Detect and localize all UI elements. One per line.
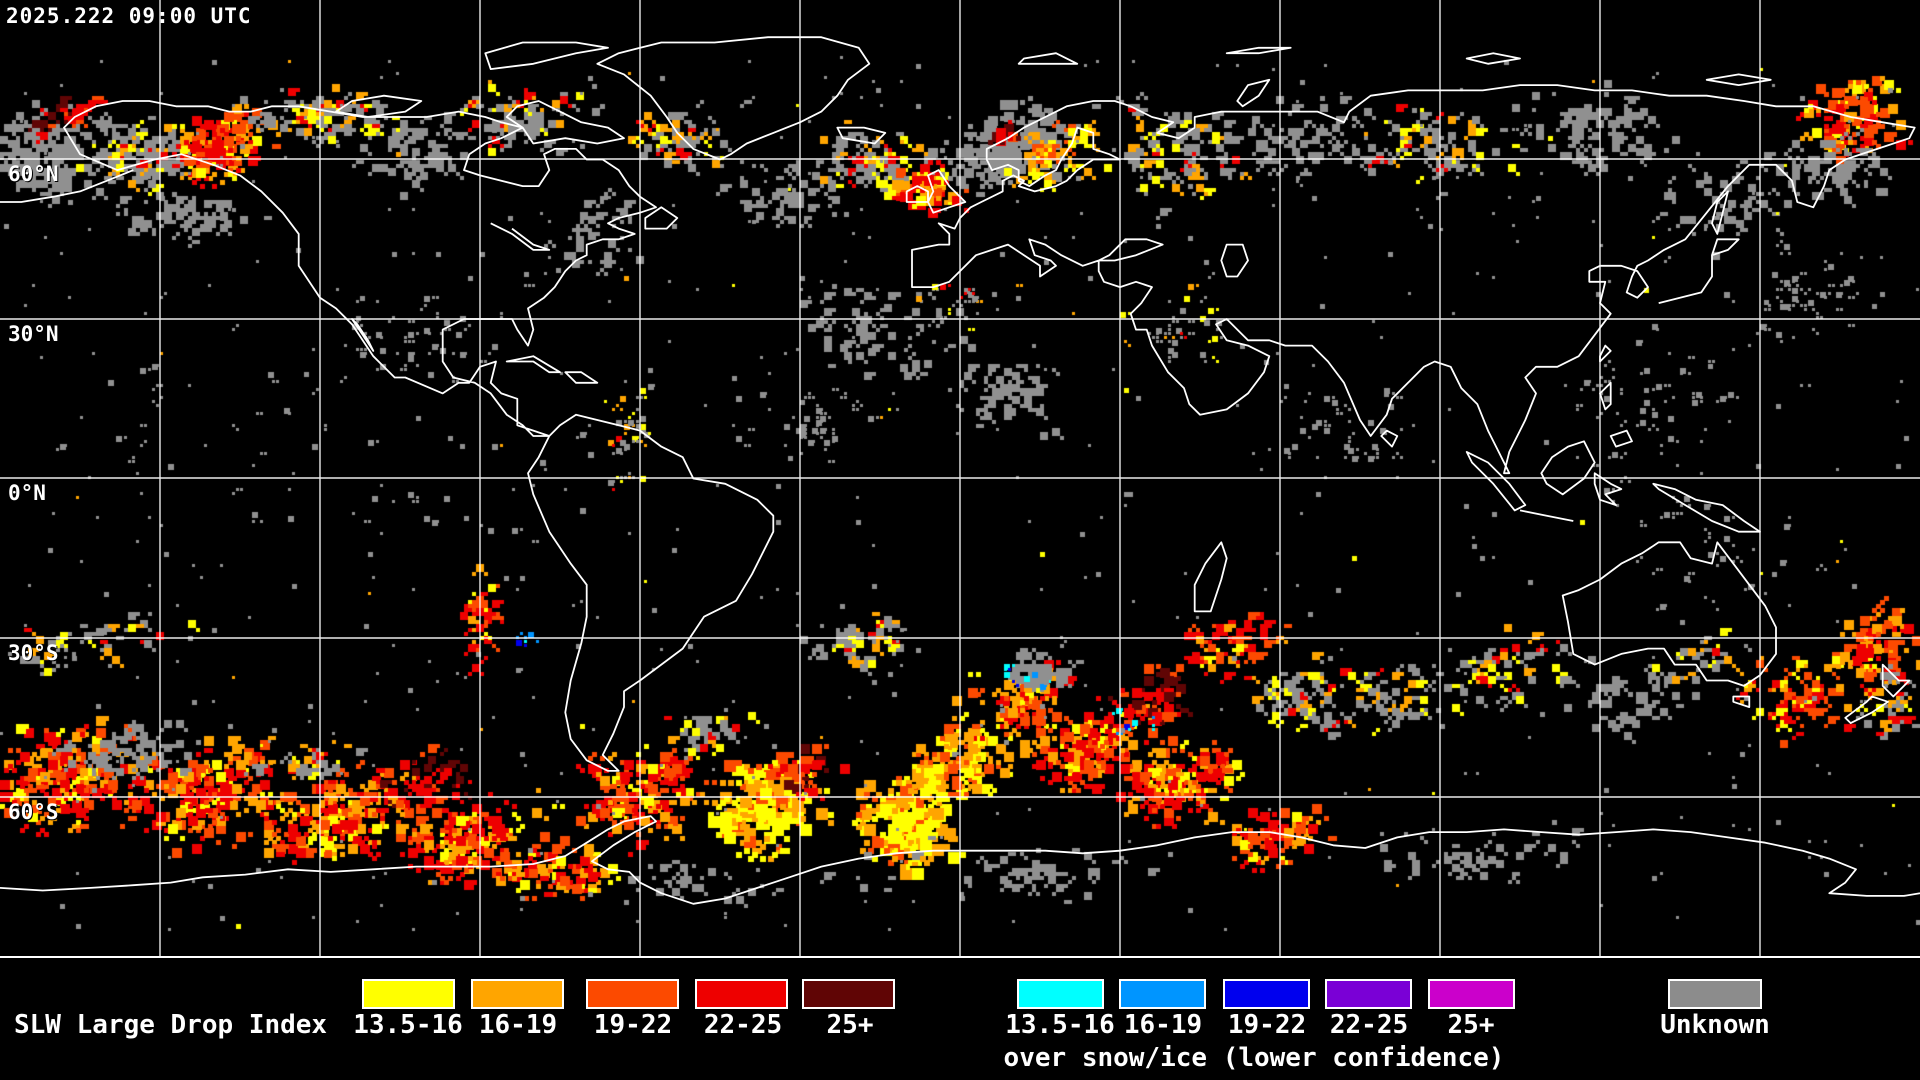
legend-title: SLW Large Drop Index bbox=[14, 1010, 328, 1040]
legend-label-unknown: Unknown bbox=[1660, 1010, 1770, 1040]
legend-label-ice-25+: 25+ bbox=[1447, 1010, 1495, 1040]
lat-label-2: 0°N bbox=[8, 481, 46, 505]
legend-swatch-ice-19-22 bbox=[1223, 979, 1310, 1009]
snow-ice-note: over snow/ice (lower confidence) bbox=[1003, 1043, 1505, 1073]
timestamp: 2025.222 09:00 UTC bbox=[6, 4, 252, 28]
legend-bar: SLW Large Drop Index 13.5-16 16-19 19-22 22… bbox=[0, 958, 1920, 1080]
legend-label-std-22-25: 22-25 bbox=[703, 1010, 783, 1040]
legend-label-std-19-22: 19-22 bbox=[593, 1010, 673, 1040]
legend-label-ice-13.5-16: 13.5-16 bbox=[1005, 1010, 1115, 1040]
lat-label-1: 30°N bbox=[8, 322, 59, 346]
legend-swatch-std-25+ bbox=[802, 979, 895, 1009]
coastlines-and-graticule bbox=[0, 0, 1920, 958]
legend-label-std-16-19: 16-19 bbox=[478, 1010, 558, 1040]
coastlines bbox=[0, 36, 1920, 905]
legend-label-ice-19-22: 19-22 bbox=[1227, 1010, 1307, 1040]
map-bottom-border bbox=[0, 956, 1920, 958]
lat-label-3: 30°S bbox=[8, 641, 59, 665]
legend-swatch-std-22-25 bbox=[695, 979, 788, 1009]
legend-swatch-ice-22-25 bbox=[1325, 979, 1412, 1009]
world-map: 2025.222 09:00 UTC 60°N 30°N 0°N 30°S 60°S bbox=[0, 0, 1920, 958]
graticule bbox=[0, 0, 1920, 958]
legend-label-ice-22-25: 22-25 bbox=[1329, 1010, 1409, 1040]
legend-label-ice-16-19: 16-19 bbox=[1123, 1010, 1203, 1040]
legend-label-std-25+: 25+ bbox=[826, 1010, 874, 1040]
legend-swatch-ice-16-19 bbox=[1119, 979, 1206, 1009]
lat-label-0: 60°N bbox=[8, 162, 59, 186]
legend-swatch-std-16-19 bbox=[471, 979, 564, 1009]
legend-swatch-ice-25+ bbox=[1428, 979, 1515, 1009]
legend-swatch-ice-13.5-16 bbox=[1017, 979, 1104, 1009]
legend-label-std-13.5-16: 13.5-16 bbox=[353, 1010, 463, 1040]
legend-swatch-std-13.5-16 bbox=[362, 979, 455, 1009]
legend-swatch-std-19-22 bbox=[586, 979, 679, 1009]
legend-swatch-unknown bbox=[1668, 979, 1762, 1009]
lat-label-4: 60°S bbox=[8, 800, 59, 824]
